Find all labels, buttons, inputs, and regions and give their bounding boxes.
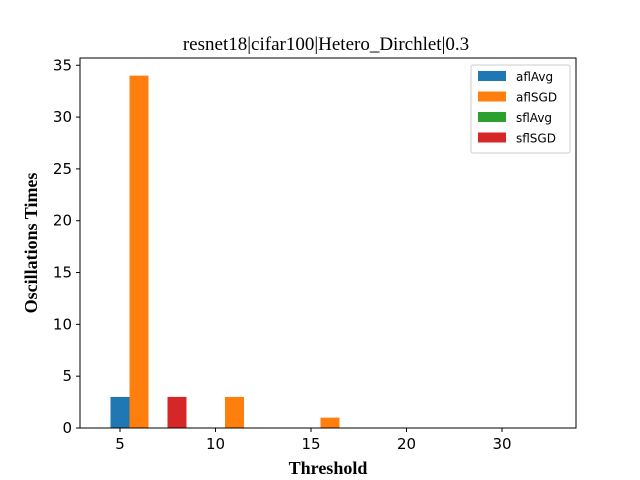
bar-aflSGD-10 [225, 396, 244, 428]
bar-sflSGD-5 [167, 396, 187, 428]
x-tick-label: 30 [492, 435, 511, 453]
legend-label-sflSGD: sflSGD [516, 132, 556, 146]
y-tick-label: 25 [53, 160, 72, 178]
y-tick-label: 0 [62, 419, 72, 437]
legend-swatch-aflSGD [478, 91, 506, 102]
bar-aflSGD-5 [129, 75, 149, 428]
y-axis-label: Oscillations Times [21, 173, 41, 314]
legend-swatch-aflAvg [478, 71, 506, 81]
legend-label-aflAvg: aflAvg [516, 70, 553, 84]
x-tick-label: 10 [206, 435, 225, 453]
legend-label-aflSGD: aflSGD [516, 91, 557, 105]
bar-aflSGD-15 [320, 417, 340, 428]
y-tick-label: 15 [53, 264, 72, 282]
x-tick-label: 20 [397, 435, 416, 453]
y-tick-label: 30 [53, 108, 72, 126]
x-axis-label: Threshold [289, 458, 368, 478]
bar-aflAvg-5 [110, 396, 130, 428]
chart-title: resnet18|cifar100|Hetero_Dirchlet|0.3 [183, 34, 469, 55]
legend: aflAvg aflSGD sflAvg sflSGD [470, 64, 571, 154]
y-tick-label: 35 [53, 56, 72, 74]
legend-swatch-sflSGD [478, 132, 506, 143]
legend-label-sflAvg: sflAvg [516, 111, 552, 125]
x-tick-label: 5 [115, 435, 125, 453]
legend-box [470, 64, 571, 154]
plot-frame [79, 57, 577, 429]
axis-ticks: 0 5 10 15 20 25 30 35 5 10 15 20 30 [53, 56, 512, 453]
y-tick-label: 5 [62, 367, 72, 385]
y-tick-label: 10 [53, 315, 72, 333]
y-tick-label: 20 [53, 212, 72, 230]
legend-swatch-sflAvg [478, 112, 506, 122]
plot-area [110, 75, 340, 428]
x-tick-label: 15 [301, 435, 320, 453]
